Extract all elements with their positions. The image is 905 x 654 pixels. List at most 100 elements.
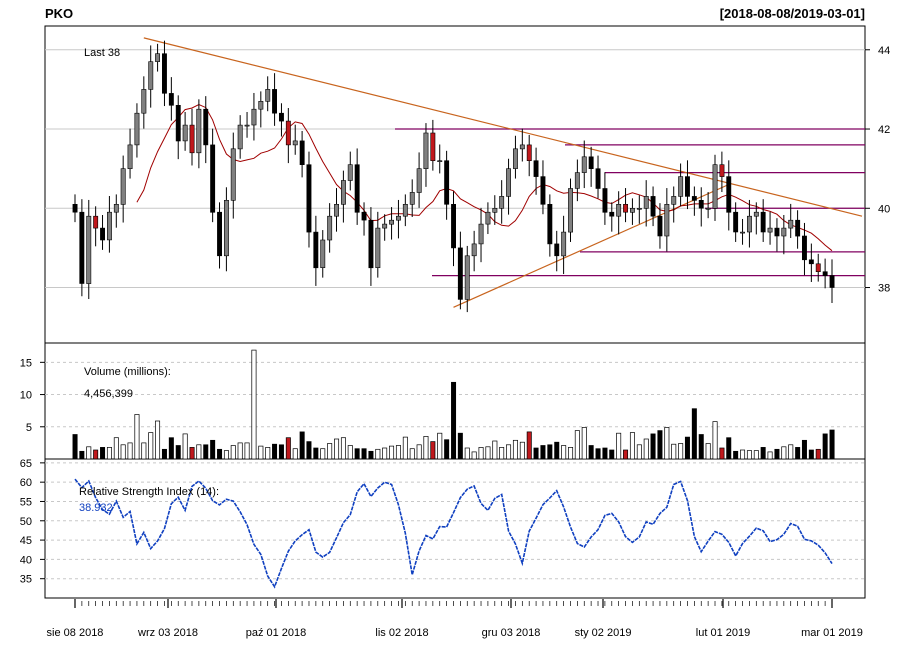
volume-value: 4,456,399 (84, 388, 133, 400)
volume-bar (155, 420, 161, 460)
candle-body (251, 108, 257, 126)
candle-body (334, 204, 339, 217)
volume-bar (568, 447, 574, 460)
volume-bar (684, 436, 690, 460)
candle-body (485, 211, 491, 225)
volume-bar (705, 443, 711, 460)
candle-body (113, 204, 119, 213)
rsi-tick-label: 50 (20, 516, 32, 528)
volume-bar (361, 448, 367, 460)
candle-body (354, 164, 360, 213)
candle-body (134, 112, 140, 146)
candle-body (547, 204, 553, 245)
candle-body (492, 208, 498, 213)
volume-bar (774, 448, 780, 460)
x-tick-label: paź 01 2018 (246, 627, 307, 639)
candle-body (533, 160, 539, 177)
candle-body (285, 120, 291, 146)
candle-body (822, 271, 828, 277)
candle-body (389, 219, 394, 225)
volume-bar (86, 446, 92, 460)
volume-bar (437, 432, 443, 460)
volume-bar (650, 433, 656, 460)
rsi-tick-label: 45 (20, 535, 32, 547)
rsi-line (74, 478, 833, 589)
x-tick-label: sie 08 2018 (47, 627, 104, 639)
candle-body (561, 231, 567, 257)
candle-body (244, 124, 250, 127)
candle-body (519, 144, 525, 150)
candle-body (643, 196, 649, 209)
candle-body (175, 105, 181, 142)
volume-bar (430, 441, 436, 460)
volume-bar (733, 450, 739, 460)
chart-title: PKO (45, 6, 73, 21)
resistance-trendline (143, 37, 863, 217)
candle-body (623, 204, 629, 213)
candle-body (155, 53, 160, 62)
candle-body (292, 140, 298, 146)
candle-body (224, 200, 229, 257)
candle-body (574, 172, 580, 189)
volume-bar (292, 448, 298, 460)
candle-body (540, 176, 546, 205)
volume-bar (609, 449, 615, 460)
last-price-label: Last 38 (84, 47, 120, 59)
candle-body (299, 140, 305, 165)
candle-body (258, 101, 264, 110)
volume-bar (512, 439, 518, 460)
candle-body (684, 176, 690, 197)
volume-bar (299, 431, 305, 460)
volume-bar (519, 441, 525, 460)
volume-bar (79, 450, 85, 460)
volume-bar (829, 429, 835, 460)
volume-bar (533, 447, 539, 460)
volume-bar (203, 444, 209, 460)
candle-body (698, 200, 704, 209)
volume-bar (196, 444, 202, 460)
volume-bar (464, 447, 470, 460)
volume-bar (492, 440, 498, 460)
price-tick-label: 40 (878, 203, 890, 215)
candle-body (795, 219, 801, 237)
x-tick-label: wrz 03 2018 (137, 627, 198, 639)
volume-bar (643, 438, 649, 460)
volume-bar (217, 448, 223, 460)
volume-bar (423, 436, 429, 460)
support-trendline (453, 183, 730, 308)
candle-body (340, 180, 346, 205)
volume-bar (347, 445, 353, 460)
volume-bar (306, 441, 312, 460)
candle-body (141, 89, 147, 114)
volume-bar (636, 444, 642, 460)
candle-body (347, 164, 353, 181)
volume-bar (272, 443, 278, 460)
volume-bar (526, 431, 532, 460)
volume-bar (382, 447, 388, 460)
candle-body (733, 211, 739, 233)
candle-body (107, 211, 112, 241)
volume-bar (134, 414, 140, 460)
candle-body (471, 243, 477, 257)
candle-body (189, 124, 195, 154)
volume-bar (561, 445, 567, 460)
volume-bar (506, 444, 512, 460)
price-tick-label: 44 (878, 45, 890, 57)
candle-body (457, 247, 463, 300)
rsi-label: Relative Strength Index (14): (79, 486, 219, 498)
candle-body (361, 211, 367, 221)
volume-bar (258, 445, 264, 460)
volume-bar (161, 448, 167, 460)
candle-body (313, 231, 319, 269)
candle-body (196, 108, 202, 154)
volume-bar (320, 448, 326, 460)
volume-bar (554, 441, 560, 460)
candle-body (554, 243, 560, 257)
candle-body (829, 275, 835, 288)
volume-bar (547, 444, 553, 460)
candle-body (265, 89, 271, 102)
volume-tick-label: 5 (26, 422, 32, 434)
volume-bar (485, 446, 491, 460)
volume-bar (616, 432, 622, 460)
candle-body (664, 204, 670, 237)
